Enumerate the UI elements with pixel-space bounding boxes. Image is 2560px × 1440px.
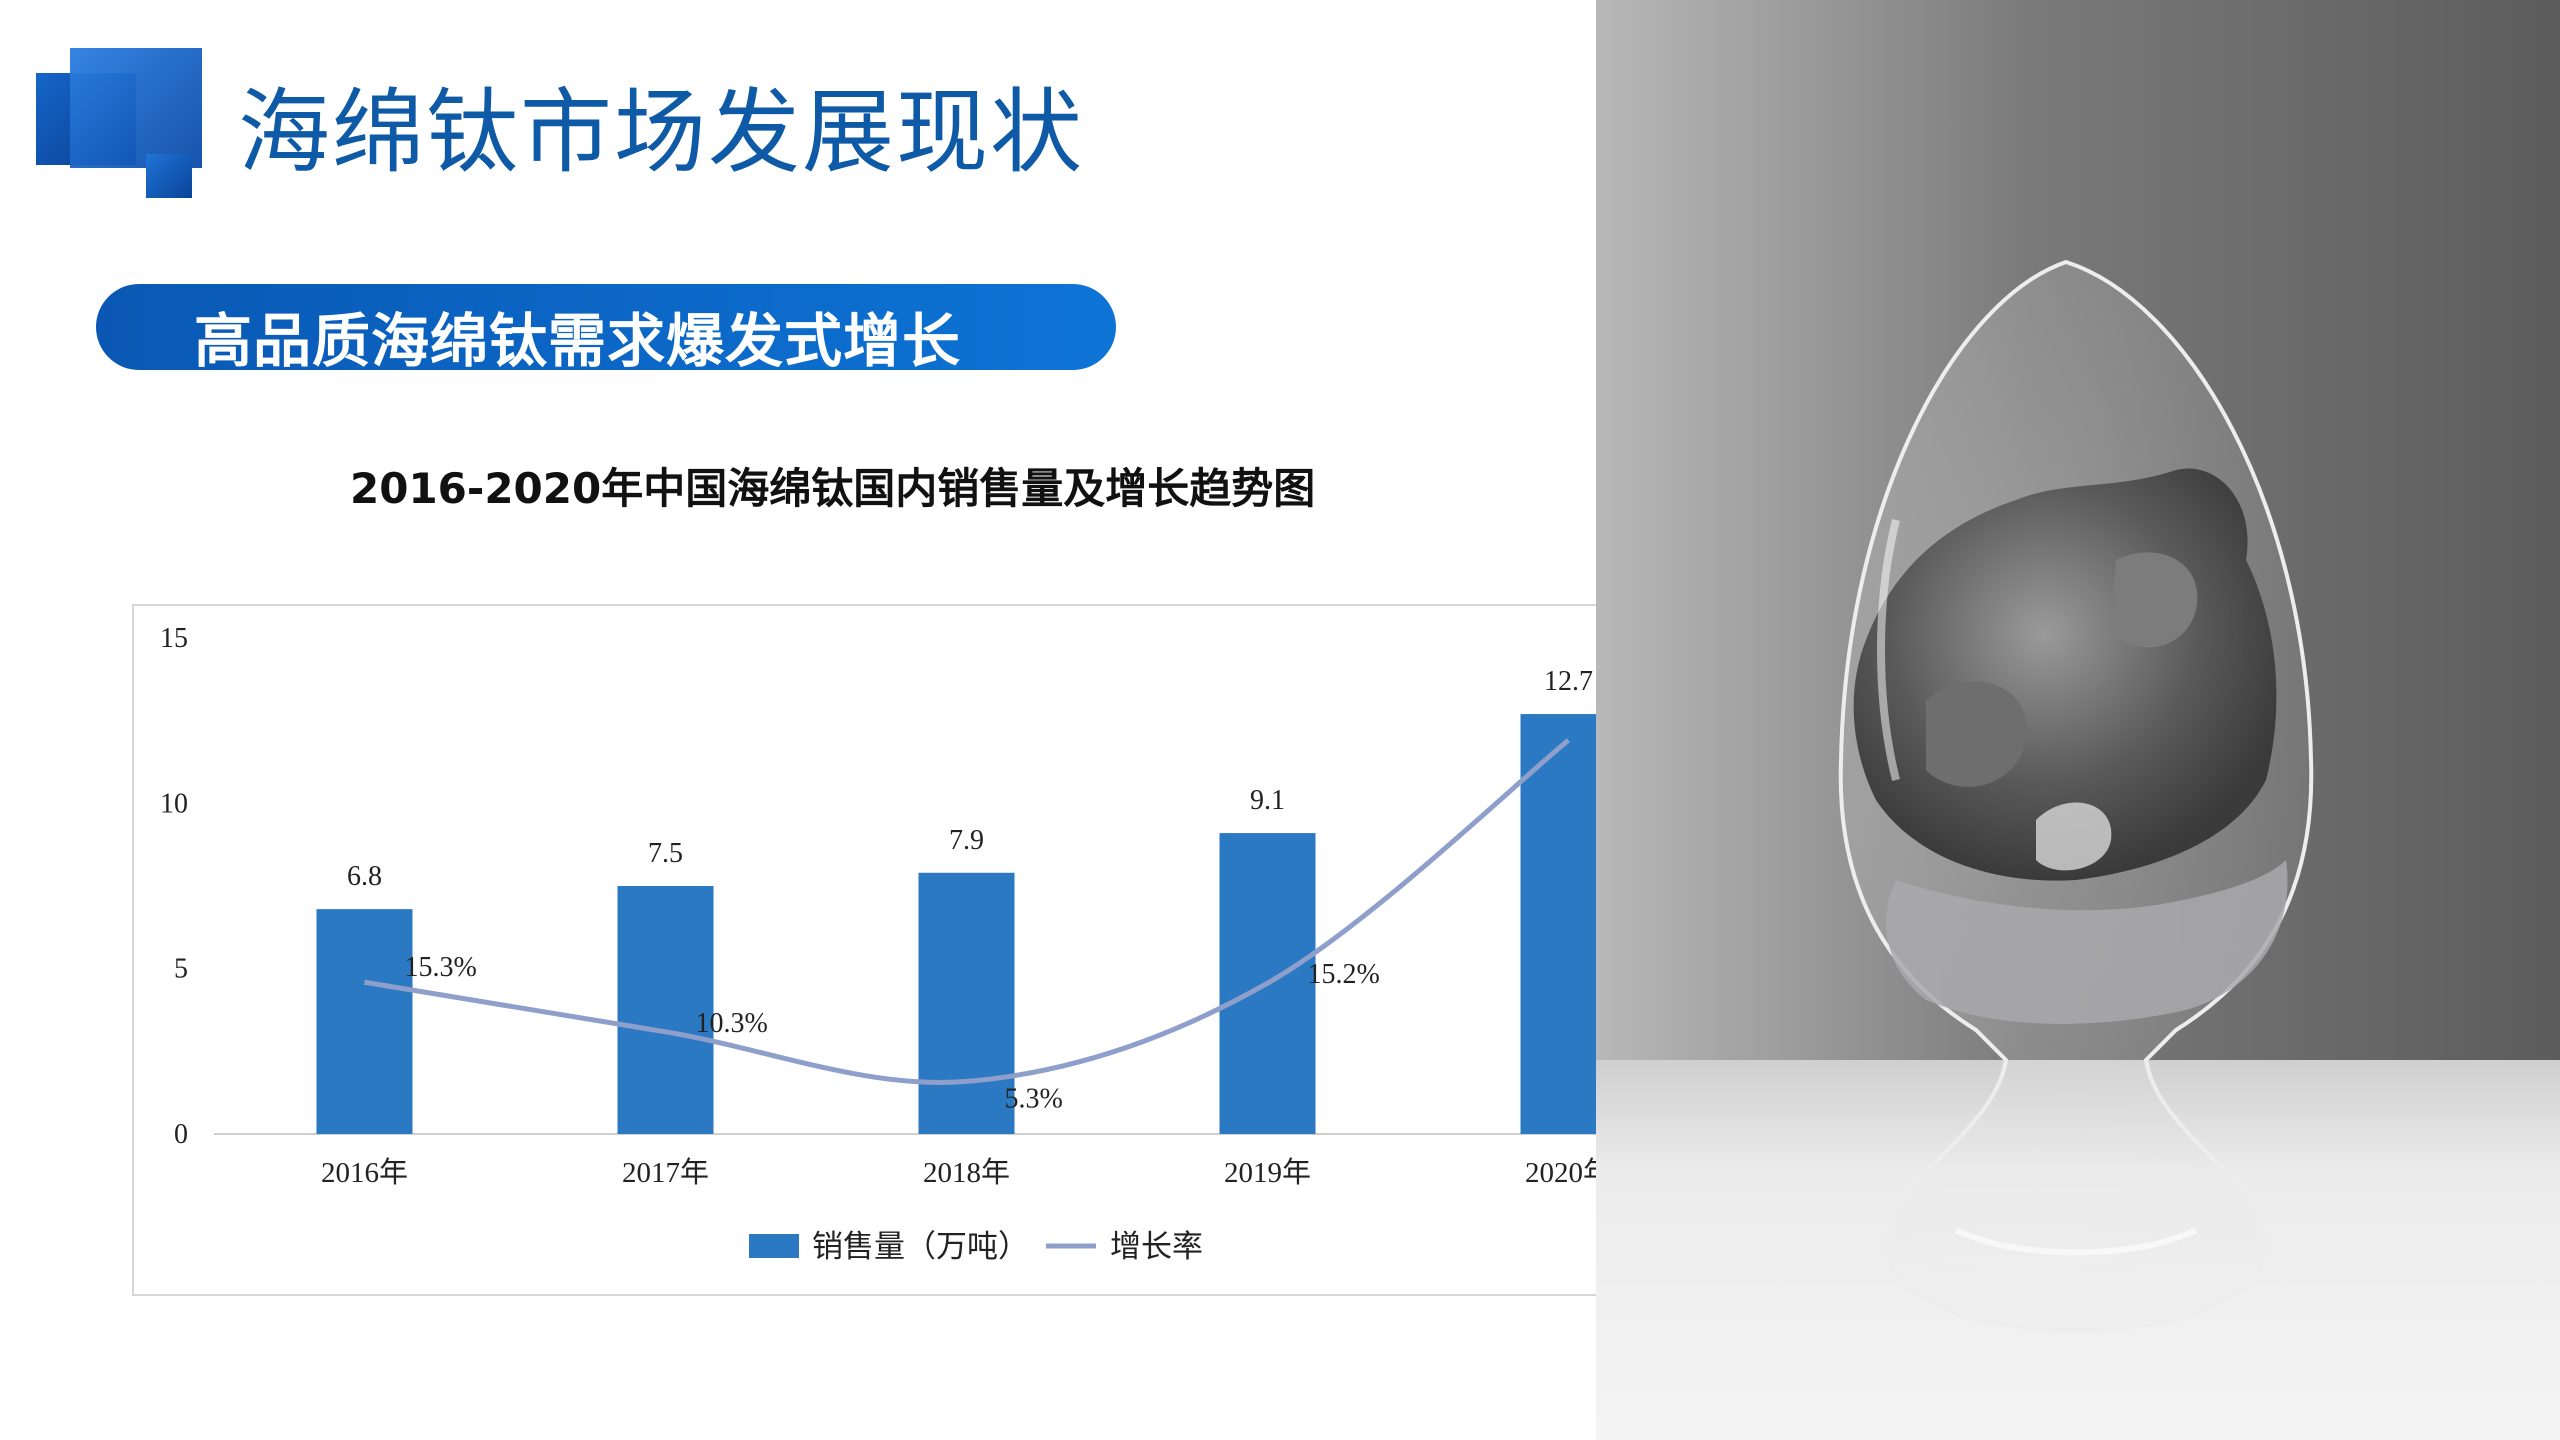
y-left-tick-label: 10 bbox=[160, 788, 188, 819]
legend-label-bar: 销售量（万吨） bbox=[812, 1229, 1029, 1265]
line-value-label: 15.2% bbox=[1308, 959, 1380, 990]
x-tick-label: 2017年 bbox=[622, 1156, 709, 1189]
line-value-label: 10.3% bbox=[696, 1008, 768, 1039]
subtitle-banner: 高品质海绵钛需求爆发式增长 bbox=[96, 284, 1116, 375]
legend-swatch-bar bbox=[749, 1234, 799, 1258]
bar bbox=[316, 909, 413, 1134]
logo-square-small bbox=[146, 154, 192, 198]
subtitle-banner-text: 高品质海绵钛需求爆发式增长 bbox=[194, 307, 962, 375]
bar-value-label: 7.5 bbox=[648, 838, 683, 869]
x-tick-label: 2016年 bbox=[321, 1156, 408, 1189]
bar-value-label: 9.1 bbox=[1250, 785, 1285, 816]
chart-svg: 0510150%10%20%30%40%50%6.82016年7.52017年7… bbox=[160, 623, 1795, 1265]
titanium-sponge-in-glass-jar-icon bbox=[1596, 0, 2560, 1440]
y-left-tick-label: 15 bbox=[160, 623, 188, 654]
logo-square-front bbox=[70, 48, 202, 168]
bar bbox=[617, 886, 714, 1134]
chart-container: 0510150%10%20%30%40%50%6.82016年7.52017年7… bbox=[132, 604, 1820, 1296]
titanium-sponge-photo bbox=[1596, 0, 2560, 1440]
bar-value-label: 7.9 bbox=[949, 825, 984, 856]
bar-value-label: 12.7 bbox=[1544, 666, 1593, 697]
line-value-label: 5.3% bbox=[1005, 1083, 1063, 1114]
y-left-tick-label: 5 bbox=[174, 954, 188, 985]
legend-label-line: 增长率 bbox=[1110, 1229, 1203, 1265]
page-title: 海绵钛市场发展现状 bbox=[238, 79, 1085, 186]
y-left-tick-label: 0 bbox=[174, 1119, 188, 1150]
x-tick-label: 2019年 bbox=[1224, 1156, 1311, 1189]
growth-rate-line bbox=[364, 738, 1571, 1085]
bar-value-label: 6.8 bbox=[347, 861, 382, 892]
line-value-label: 15.3% bbox=[405, 952, 477, 983]
bar bbox=[918, 872, 1015, 1134]
chart-title: 2016-2020年中国海绵钛国内销售量及增长趋势图 bbox=[350, 464, 1316, 513]
logo-squares-icon bbox=[36, 48, 202, 198]
x-tick-label: 2018年 bbox=[923, 1156, 1010, 1189]
